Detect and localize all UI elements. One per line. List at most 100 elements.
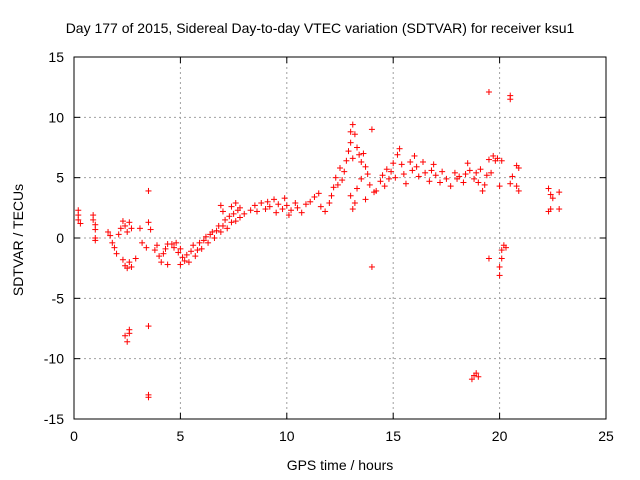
data-point [547, 206, 554, 213]
data-point [281, 195, 288, 202]
data-point [107, 232, 114, 239]
data-point [147, 226, 154, 233]
data-point [90, 216, 97, 223]
data-point [366, 181, 373, 188]
data-point [368, 263, 375, 270]
data-point [464, 160, 471, 167]
data-point [192, 253, 199, 260]
data-point [443, 175, 450, 182]
data-point [347, 192, 354, 199]
data-point [77, 220, 84, 227]
data-point [490, 152, 497, 159]
data-point [188, 248, 195, 255]
data-point [507, 96, 514, 103]
data-point [413, 163, 420, 170]
data-point [198, 245, 205, 252]
data-point [347, 128, 354, 135]
data-point [494, 155, 501, 162]
y-tick-label: -10 [44, 351, 64, 367]
data-point [485, 88, 492, 95]
y-tick-label: -15 [44, 411, 64, 427]
data-point [302, 201, 309, 208]
data-point [145, 187, 152, 194]
data-point [341, 168, 348, 175]
x-tick-label: 15 [385, 428, 401, 444]
data-point [315, 190, 322, 197]
data-point [419, 158, 426, 165]
data-point [471, 175, 478, 182]
data-point [228, 203, 235, 210]
data-point [254, 208, 261, 215]
y-tick-label: -5 [52, 290, 65, 306]
data-point [285, 212, 292, 219]
data-point [392, 174, 399, 181]
data-point [388, 168, 395, 175]
data-point [236, 204, 243, 211]
data-point [339, 177, 346, 184]
data-point [213, 227, 220, 234]
data-point [515, 165, 522, 172]
data-point [119, 218, 126, 225]
data-point [160, 250, 167, 257]
data-point [451, 169, 458, 176]
data-point [122, 332, 129, 339]
data-point [185, 259, 192, 266]
x-tick-label: 25 [598, 428, 614, 444]
data-point [190, 242, 197, 249]
data-point [496, 183, 503, 190]
data-point [402, 180, 409, 187]
data-point [390, 160, 397, 167]
data-point [117, 225, 124, 232]
data-point [126, 219, 133, 226]
data-point [351, 131, 358, 138]
data-point [171, 244, 178, 251]
data-point [307, 198, 314, 205]
data-point [211, 235, 218, 241]
y-tick-label: 10 [48, 109, 64, 125]
data-point [222, 216, 229, 223]
data-point [151, 247, 158, 254]
data-point [156, 253, 163, 260]
data-point [317, 203, 324, 210]
data-point [337, 165, 343, 172]
data-point [126, 326, 133, 333]
data-point [143, 244, 150, 251]
data-point [398, 161, 405, 168]
data-point [549, 195, 556, 202]
data-point [326, 200, 333, 207]
data-point [92, 237, 99, 244]
data-point [158, 259, 165, 266]
data-point [111, 244, 118, 251]
data-point [183, 251, 190, 258]
data-point [251, 202, 258, 209]
data-point [219, 208, 226, 215]
data-point [128, 263, 135, 270]
data-point [264, 198, 271, 205]
data-point [485, 156, 492, 163]
data-point [247, 207, 254, 214]
x-tick-label: 5 [177, 428, 185, 444]
data-point [283, 202, 290, 209]
data-point [415, 173, 422, 180]
data-point [279, 206, 286, 213]
data-point [515, 187, 522, 194]
axis-ticks: 0 5 10 15 20 25 -15 -10 -5 0 5 10 15 [44, 49, 614, 444]
data-point [271, 196, 278, 203]
data-point [194, 247, 201, 254]
data-point [328, 192, 335, 199]
data-point [498, 247, 505, 254]
data-point [462, 171, 469, 178]
data-point [362, 163, 369, 170]
data-point [334, 181, 341, 188]
data-point [477, 166, 484, 173]
y-tick-label: 15 [48, 49, 64, 65]
data-point [179, 254, 186, 261]
data-point [407, 158, 414, 165]
data-point [292, 200, 299, 207]
data-point [473, 169, 480, 176]
data-point [351, 200, 358, 207]
data-point [349, 155, 356, 162]
data-point [109, 239, 116, 246]
data-point [447, 183, 454, 190]
